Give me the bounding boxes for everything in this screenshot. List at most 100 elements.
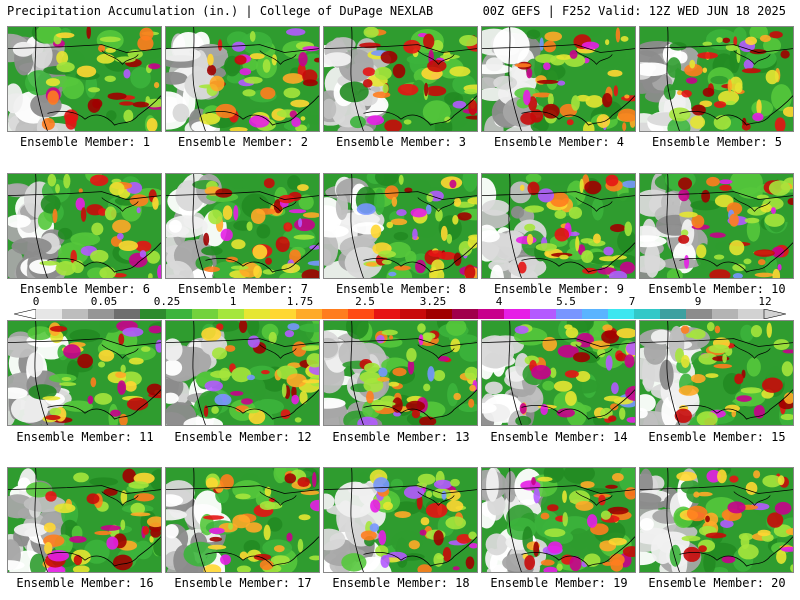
ensemble-member-label: Ensemble Member: 5 [651,135,783,149]
colorbar-swatch [88,309,115,319]
precip-map [324,468,477,572]
colorbar-tick-label: 9 [694,295,702,308]
colorbar-swatch [322,309,349,319]
colorbar-swatch [36,309,63,319]
ensemble-map-panel [481,467,636,573]
colorbar-swatch [348,309,375,319]
ensemble-map-panel [165,26,320,132]
colorbar-swatch [218,309,245,319]
colorbar-swatch [192,309,219,319]
precip-map [166,321,319,425]
colorbar-right-arrow [763,309,786,319]
ensemble-map-panel [481,26,636,132]
precip-map [324,27,477,131]
ensemble-map-panel [7,173,162,279]
ensemble-member-label: Ensemble Member: 19 [490,576,628,590]
ensemble-map-panel [323,467,478,573]
ensemble-map-panel [481,320,636,426]
ensemble-map-panel [481,173,636,279]
ensemble-map-panel [7,320,162,426]
map-title: Precipitation Accumulation (in.) | Colle… [7,4,434,18]
colorbar-swatch [166,309,193,319]
colorbar-swatch [530,309,557,319]
colorbar-swatch [738,309,765,319]
ensemble-member-label: Ensemble Member: 20 [648,576,786,590]
precip-map [482,27,635,131]
ensemble-member-label: Ensemble Member: 9 [493,282,625,296]
ensemble-member-label: Ensemble Member: 1 [19,135,151,149]
colorbar-swatch [114,309,141,319]
ensemble-map-panel [639,467,794,573]
precip-map [640,321,793,425]
precip-map [8,321,161,425]
colorbar-swatch [660,309,687,319]
colorbar-tick-label: 4 [495,295,503,308]
colorbar-swatch [478,309,505,319]
ensemble-map-panel [639,173,794,279]
colorbar-tick-label: 1.75 [286,295,314,308]
colorbar-swatch [608,309,635,319]
colorbar-swatch [712,309,739,319]
ensemble-map-panel [165,173,320,279]
ensemble-member-label: Ensemble Member: 16 [16,576,154,590]
colorbar-swatch [374,309,401,319]
precip-map [640,174,793,278]
colorbar-swatch [504,309,531,319]
colorbar-tick-label: 7 [628,295,636,308]
ensemble-member-label: Ensemble Member: 11 [16,430,154,444]
ensemble-member-label: Ensemble Member: 10 [648,282,786,296]
colorbar-swatch [62,309,89,319]
colorbar-tick-label: 0 [32,295,40,308]
colorbar-tick-label: 0.05 [90,295,118,308]
ensemble-member-label: Ensemble Member: 4 [493,135,625,149]
colorbar-tick-label: 2.5 [355,295,375,308]
ensemble-member-label: Ensemble Member: 6 [19,282,151,296]
colorbar-swatch [426,309,453,319]
colorbar-swatch [556,309,583,319]
colorbar-swatch [296,309,323,319]
colorbar-tick-label: 1 [229,295,237,308]
ensemble-map-panel [639,26,794,132]
ensemble-map-panel [165,467,320,573]
ensemble-map-panel [323,26,478,132]
precip-map [640,468,793,572]
precip-map [324,174,477,278]
colorbar-tick-label: 3.25 [419,295,447,308]
precip-map [8,27,161,131]
ensemble-member-label: Ensemble Member: 3 [335,135,467,149]
precip-map [482,468,635,572]
ensemble-member-label: Ensemble Member: 18 [332,576,470,590]
colorbar-swatch [582,309,609,319]
precip-map [8,468,161,572]
colorbar-left-arrow [14,309,37,319]
valid-time-label: 00Z GEFS | F252 Valid: 12Z WED JUN 18 20… [482,4,786,18]
ensemble-member-label: Ensemble Member: 12 [174,430,312,444]
precip-map [324,321,477,425]
ensemble-map-panel [165,320,320,426]
ensemble-map-panel [323,173,478,279]
ensemble-member-label: Ensemble Member: 7 [177,282,309,296]
precip-map [166,27,319,131]
ensemble-map-panel [639,320,794,426]
precip-map [166,468,319,572]
colorbar-swatch [140,309,167,319]
precip-map [482,321,635,425]
colorbar-swatch [686,309,713,319]
colorbar-swatch [400,309,427,319]
ensemble-map-panel [7,467,162,573]
precip-colorbar [14,309,786,319]
precip-map [166,174,319,278]
ensemble-member-label: Ensemble Member: 2 [177,135,309,149]
ensemble-member-label: Ensemble Member: 15 [648,430,786,444]
colorbar-tick-label: 12 [758,295,772,308]
ensemble-member-label: Ensemble Member: 17 [174,576,312,590]
ensemble-map-panel [7,26,162,132]
precip-map [640,27,793,131]
precip-map [8,174,161,278]
colorbar-swatch [452,309,479,319]
ensemble-map-panel [323,320,478,426]
ensemble-member-label: Ensemble Member: 14 [490,430,628,444]
colorbar-swatch [270,309,297,319]
ensemble-member-label: Ensemble Member: 13 [332,430,470,444]
colorbar-tick-label: 5.5 [556,295,576,308]
